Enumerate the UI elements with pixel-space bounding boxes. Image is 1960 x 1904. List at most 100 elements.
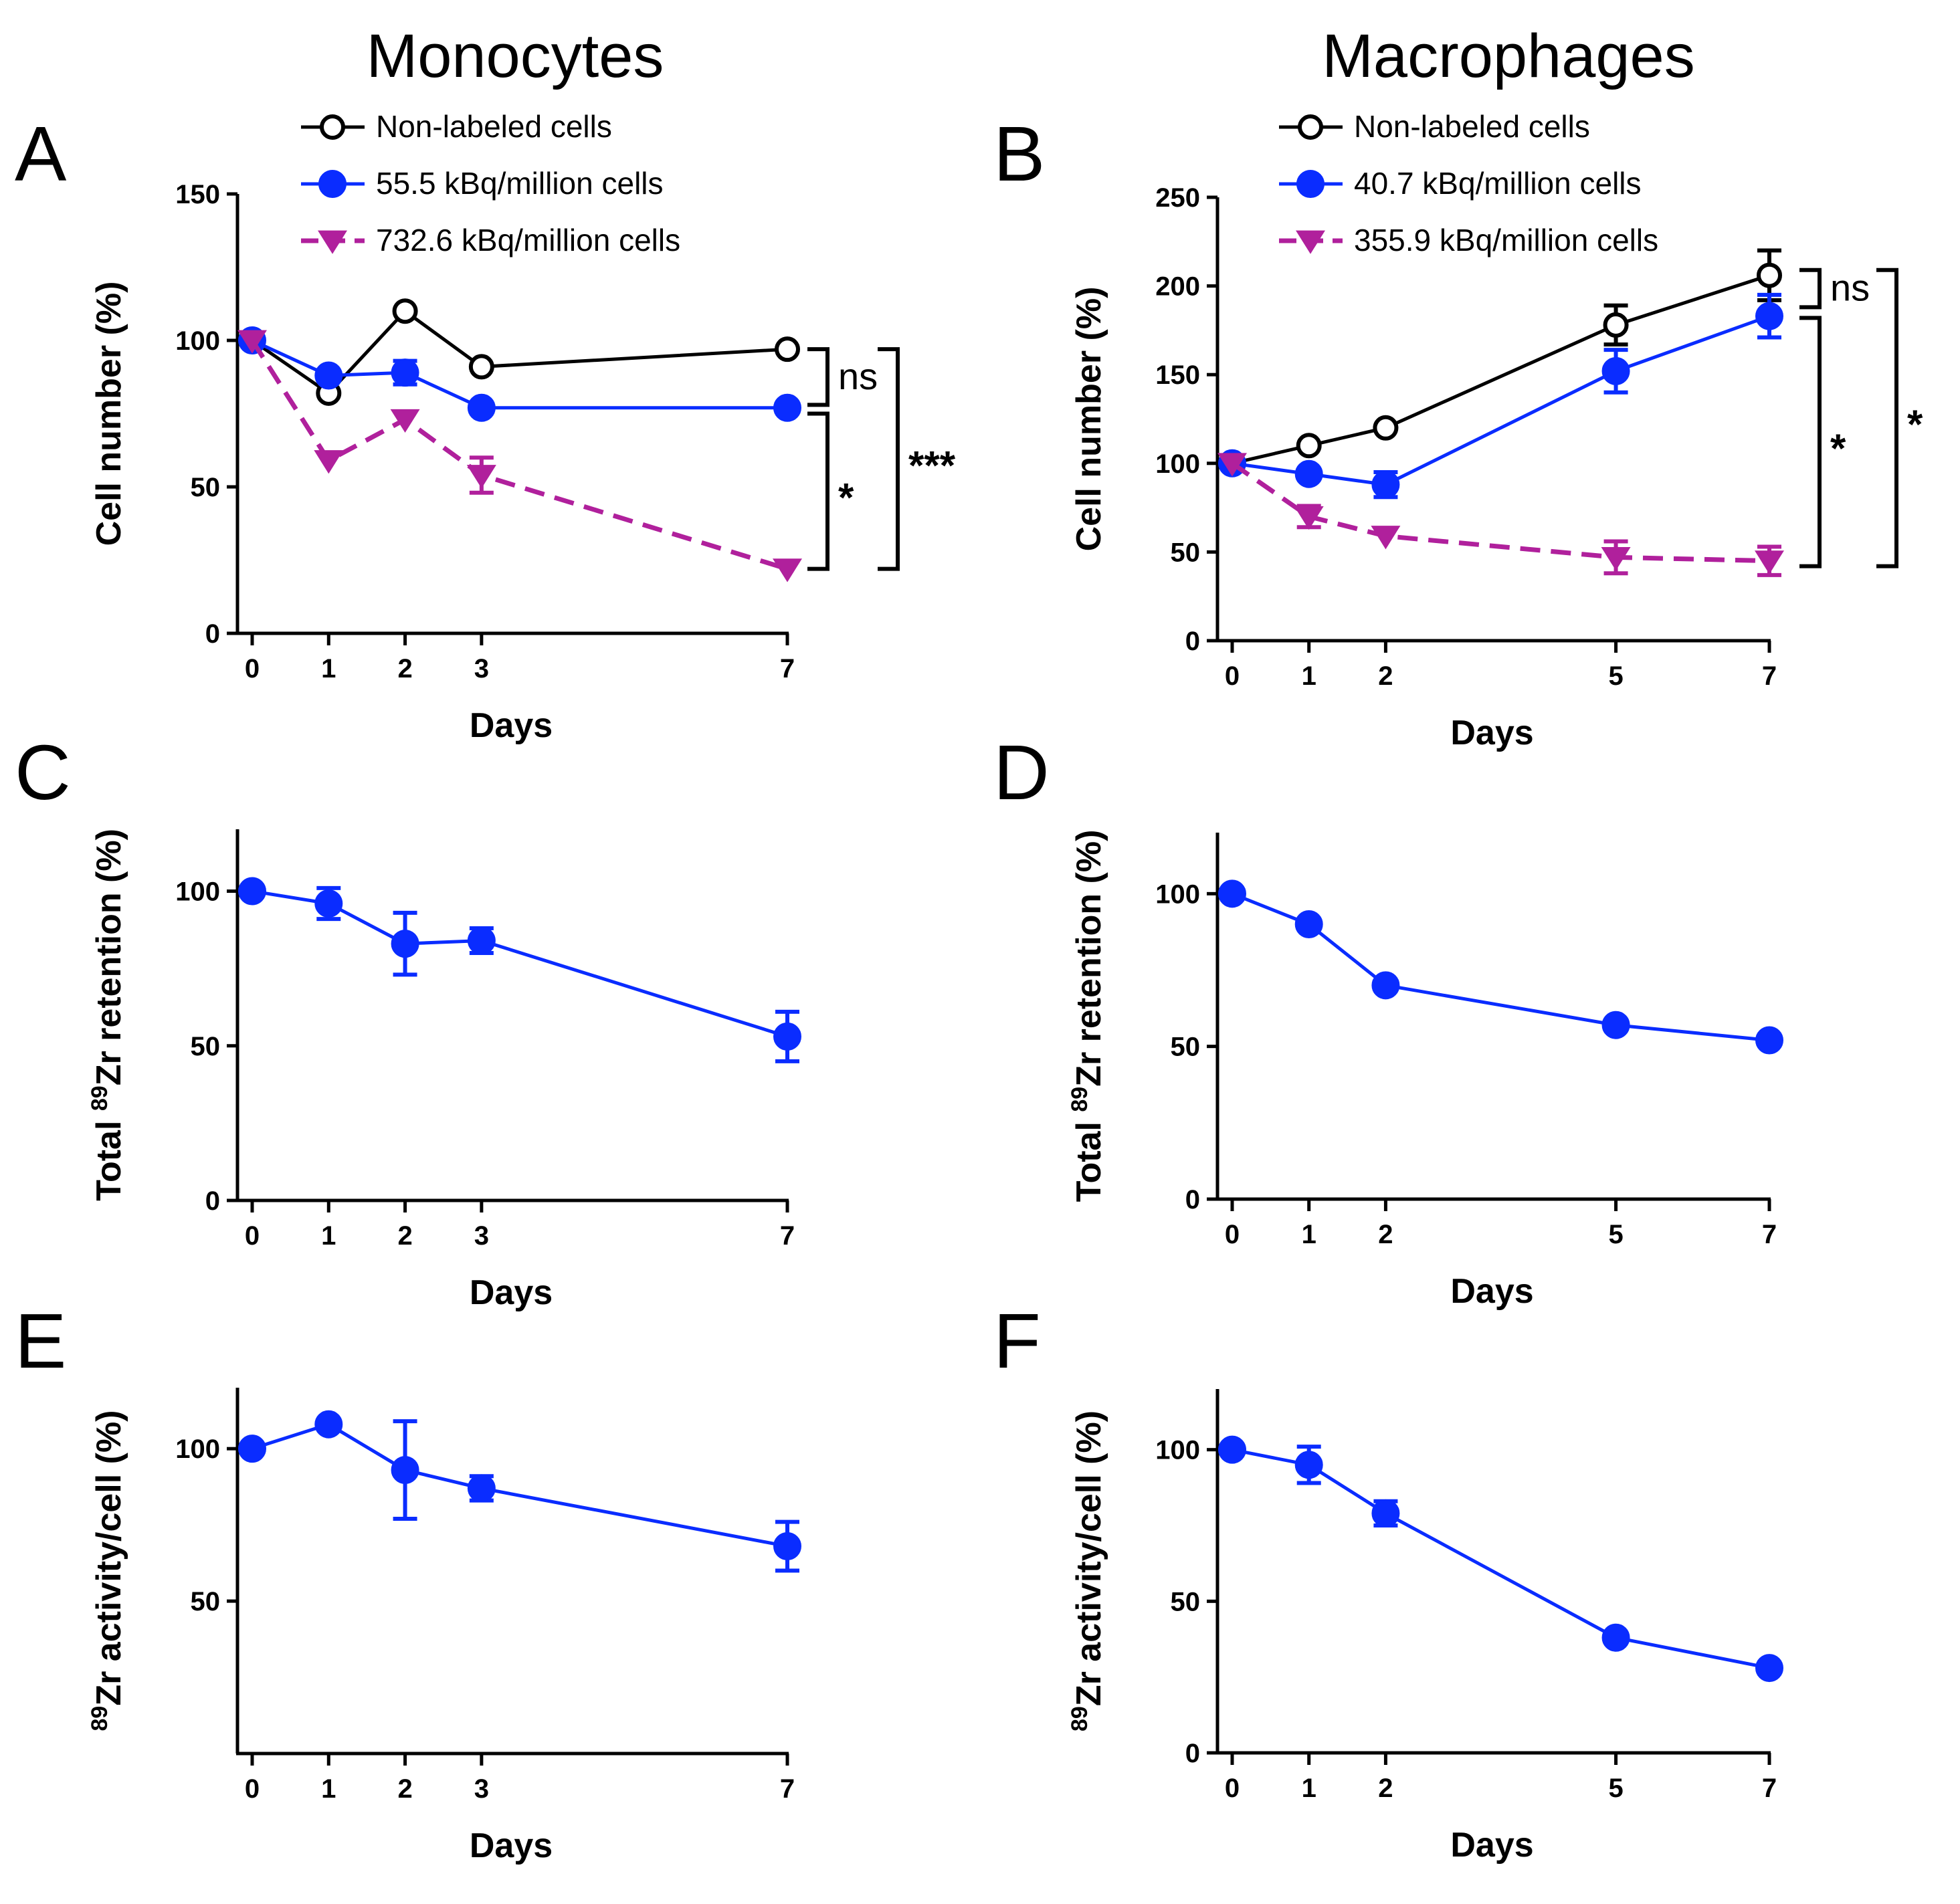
x-axis-label: Days	[470, 1273, 553, 1312]
data-point	[1601, 1623, 1630, 1652]
x-tick-label: 2	[397, 1774, 412, 1804]
panel-label-f: F	[993, 1297, 1041, 1384]
x-tick-label: 0	[245, 654, 260, 683]
data-point	[1371, 971, 1400, 1000]
legend-marker	[1296, 230, 1325, 254]
data-point	[1601, 1011, 1630, 1039]
legend-item-2: 732.6 kBq/million cells	[301, 223, 680, 257]
legend-marker	[1298, 114, 1323, 140]
data-point	[468, 354, 494, 380]
panel-label-e: E	[15, 1297, 66, 1384]
y-tick-label: 50	[1171, 1033, 1201, 1062]
data-point	[1218, 879, 1246, 908]
legend-item-0: Non-labeled cells	[1279, 109, 1590, 144]
y-tick-label: 150	[175, 180, 220, 209]
series-2	[237, 330, 802, 583]
x-axis-label: Days	[1450, 1826, 1533, 1865]
x-tick-label: 7	[780, 1221, 795, 1251]
y-tick-label: 50	[1171, 1587, 1201, 1616]
y-tick-label: 100	[175, 326, 220, 356]
x-tick-label: 3	[474, 654, 489, 683]
data-point	[1601, 356, 1630, 385]
series-2	[1217, 453, 1784, 577]
column-title-macrophages: Macrophages	[1322, 22, 1694, 90]
data-point	[1296, 433, 1322, 459]
x-tick-label: 5	[1608, 1220, 1623, 1249]
data-point	[238, 1435, 266, 1463]
data-point	[391, 930, 419, 958]
data-point	[1371, 470, 1400, 499]
legend-label: 355.9 kBq/million cells	[1354, 223, 1658, 257]
legend-marker	[1296, 170, 1325, 198]
x-tick-label: 0	[1225, 661, 1240, 691]
y-tick-label: 0	[1185, 1185, 1200, 1214]
y-tick-label: 100	[1155, 1436, 1200, 1465]
x-tick-label: 1	[1302, 661, 1316, 691]
bracket-line	[1876, 268, 1898, 568]
y-tick-label: 0	[1185, 627, 1200, 656]
x-tick-label: 2	[397, 1221, 412, 1251]
legend-item-1: 55.5 kBq/million cells	[301, 166, 664, 201]
data-point	[392, 298, 418, 324]
x-tick-label: 3	[474, 1774, 489, 1804]
panel-label-d: D	[993, 729, 1050, 816]
data-point	[1294, 1451, 1323, 1479]
x-tick-label: 5	[1608, 661, 1623, 691]
x-tick-label: 0	[1225, 1220, 1240, 1249]
data-point	[390, 409, 420, 433]
y-tick-label: 250	[1155, 183, 1200, 213]
x-tick-label: 1	[1302, 1774, 1316, 1803]
data-point	[773, 1532, 801, 1561]
series-line	[252, 1422, 788, 1548]
series-0	[1219, 248, 1782, 476]
panel-b: B 0 50 100 150 200 250 0 1 2 5 7 Days Cell number (%)…	[993, 109, 1923, 752]
y-tick-label: 50	[1171, 538, 1201, 567]
x-axis-label: Days	[1450, 714, 1533, 752]
significance-bracket-0: ns	[1799, 267, 1870, 310]
y-tick-label: 200	[1155, 272, 1200, 302]
x-tick-label: 7	[1762, 1220, 1777, 1249]
bracket-line	[1799, 316, 1822, 568]
data-point	[1294, 910, 1323, 938]
legend-label: 55.5 kBq/million cells	[376, 166, 664, 201]
y-tick-label: 50	[191, 1587, 221, 1616]
data-point	[773, 393, 801, 422]
y-tick-label: 50	[191, 1032, 221, 1061]
data-point	[314, 889, 343, 918]
x-tick-label: 1	[321, 1221, 336, 1251]
data-point	[467, 1474, 496, 1503]
y-tick-label: 0	[1185, 1739, 1200, 1768]
data-point	[1371, 1499, 1400, 1527]
significance-label: *	[1907, 402, 1923, 447]
series-0	[1218, 879, 1783, 1055]
data-point	[1757, 262, 1782, 288]
y-axis-label: 89Zr activity/cell (%)	[87, 1410, 128, 1731]
x-tick-label: 1	[321, 1774, 336, 1804]
data-point	[391, 358, 419, 387]
significance-label: ***	[908, 443, 956, 488]
data-point	[237, 330, 267, 354]
legend-label: 40.7 kBq/million cells	[1354, 166, 1642, 201]
x-tick-label: 0	[1225, 1774, 1240, 1803]
data-point	[1218, 1435, 1246, 1464]
data-point	[1217, 453, 1247, 477]
series-1	[238, 326, 801, 422]
legend-item-2: 355.9 kBq/million cells	[1279, 223, 1658, 257]
significance-label: *	[1830, 426, 1846, 471]
significance-bracket-2: ***	[878, 347, 956, 571]
x-axis-label: Days	[470, 706, 553, 745]
data-point	[466, 465, 496, 489]
legend-marker	[320, 114, 345, 140]
x-tick-label: 5	[1608, 1774, 1623, 1803]
panel-label-a: A	[15, 110, 67, 197]
legend-item-0: Non-labeled cells	[301, 109, 612, 144]
significance-bracket-0: ns	[807, 347, 878, 407]
data-point	[775, 336, 800, 362]
panel-a: A 0 50 100 150 0 1 2 3 7 Days Cell number (%) Non-la…	[15, 109, 956, 745]
panel-e: E 50 100 0 1 2 3 7 Days 89Zr activity/cell (%)	[15, 1297, 801, 1865]
data-point	[1294, 506, 1324, 530]
x-tick-label: 1	[1302, 1220, 1316, 1249]
x-tick-label: 0	[245, 1774, 260, 1804]
y-tick-label: 100	[1155, 449, 1200, 479]
